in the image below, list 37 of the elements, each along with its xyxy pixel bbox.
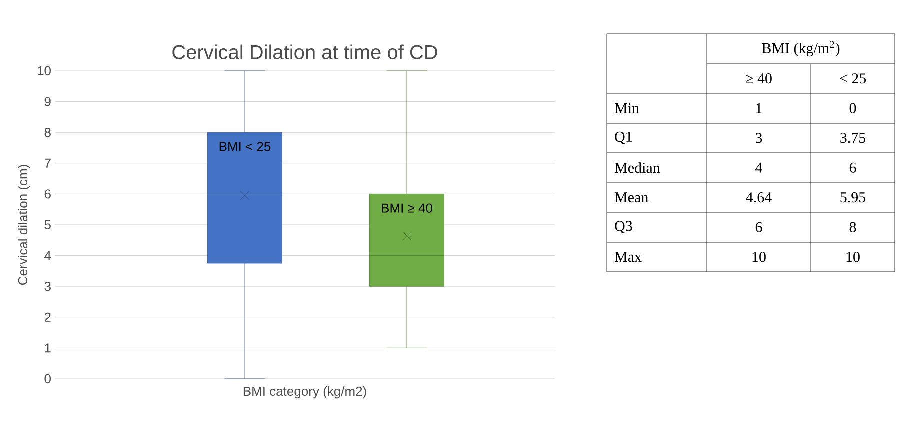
text: 8: [850, 222, 856, 232]
y-tick-label: 1: [45, 344, 51, 353]
text: Max: [614, 252, 642, 262]
text: 10: [752, 252, 766, 262]
text: 4.64: [746, 192, 772, 203]
y-tick-label: 6: [44, 190, 51, 199]
text: 6: [756, 222, 762, 232]
y-tick-label: 3: [44, 282, 51, 292]
text: Mean: [614, 192, 648, 203]
text: 10: [846, 252, 860, 262]
y-tick-label: 8: [44, 128, 51, 138]
text: 4: [756, 162, 763, 173]
text: Min: [614, 103, 640, 114]
y-tick-label: 9: [44, 97, 51, 106]
y-tick-label: 10: [38, 66, 51, 76]
y-tick-label: 4: [44, 251, 52, 260]
y-tick-label: 7: [44, 158, 51, 168]
text: 3.75: [840, 133, 866, 144]
chart-title: Cervical Dilation at time of CD: [172, 44, 438, 60]
text: ≥ 40: [746, 74, 772, 84]
text: 5.95: [840, 192, 866, 203]
y-tick-label: 5: [44, 220, 51, 230]
text: 6: [850, 162, 856, 173]
series-label: BMI ≥ 40: [382, 204, 432, 213]
text: Q1: [615, 132, 632, 144]
y-axis-title: Cervical dilation (cm): [18, 165, 30, 286]
text: Q3: [615, 221, 632, 234]
text: Median: [614, 162, 660, 174]
series-label: BMI < 25: [220, 142, 271, 152]
text: < 25: [840, 74, 866, 84]
x-axis-title: BMI category (kg/m2): [244, 386, 366, 399]
text: 1: [756, 103, 762, 114]
text: BMI (kg/m$^{2}$): [762, 41, 840, 57]
text: 0: [850, 103, 856, 114]
y-tick-label: 2: [44, 312, 51, 322]
y-tick-label: 0: [44, 374, 51, 384]
text: 3: [756, 133, 762, 144]
